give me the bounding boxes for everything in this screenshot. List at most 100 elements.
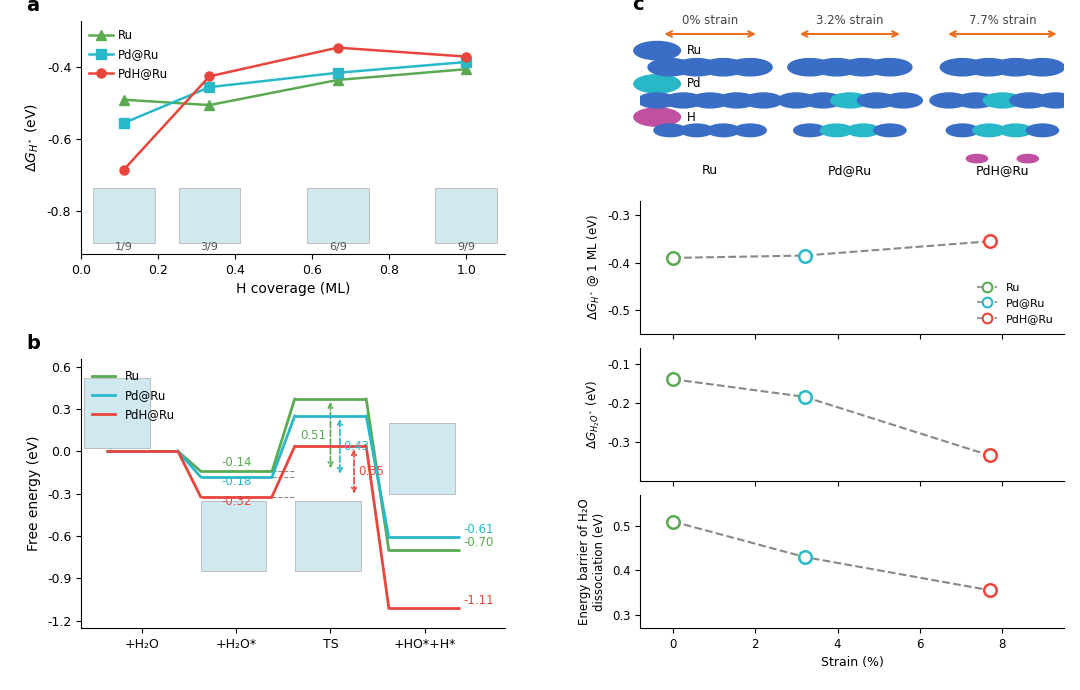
- Text: -0.32: -0.32: [221, 495, 252, 508]
- Ru: [203, 101, 216, 109]
- FancyBboxPatch shape: [307, 188, 368, 244]
- Y-axis label: $\Delta G_{H^*}$ (eV): $\Delta G_{H^*}$ (eV): [24, 103, 41, 172]
- Legend: Ru, Pd@Ru, PdH@Ru: Ru, Pd@Ru, PdH@Ru: [86, 27, 170, 82]
- Circle shape: [983, 93, 1022, 108]
- Circle shape: [680, 124, 713, 137]
- Circle shape: [778, 93, 815, 108]
- Circle shape: [994, 59, 1038, 76]
- X-axis label: Strain (%): Strain (%): [821, 656, 883, 669]
- Circle shape: [1026, 124, 1058, 137]
- Legend: Ru, Pd@Ru, PdH@Ru: Ru, Pd@Ru, PdH@Ru: [973, 278, 1058, 328]
- Circle shape: [1000, 124, 1031, 137]
- Circle shape: [841, 59, 886, 76]
- Text: -1.11: -1.11: [463, 594, 494, 607]
- Circle shape: [805, 93, 842, 108]
- PdH@Ru: [332, 43, 345, 52]
- Y-axis label: $\Delta G_{H^*}$ @ 1 ML (eV): $\Delta G_{H^*}$ @ 1 ML (eV): [585, 215, 602, 320]
- Line: PdH@Ru: PdH@Ru: [119, 43, 471, 175]
- Circle shape: [787, 59, 832, 76]
- Circle shape: [973, 124, 1005, 137]
- Ru: [460, 65, 473, 73]
- Circle shape: [691, 93, 729, 108]
- Circle shape: [1017, 155, 1038, 163]
- FancyBboxPatch shape: [93, 188, 154, 244]
- Circle shape: [718, 93, 756, 108]
- Text: -0.61: -0.61: [463, 523, 494, 536]
- Circle shape: [874, 124, 906, 137]
- Text: 0.35: 0.35: [357, 465, 383, 478]
- Circle shape: [675, 59, 719, 76]
- Text: 0.51: 0.51: [300, 428, 326, 442]
- Text: 0.43: 0.43: [343, 440, 369, 453]
- Circle shape: [957, 93, 995, 108]
- Text: b: b: [26, 334, 40, 353]
- Circle shape: [941, 59, 984, 76]
- Line: Pd@Ru: Pd@Ru: [119, 57, 471, 128]
- FancyBboxPatch shape: [435, 188, 497, 244]
- X-axis label: H coverage (ML): H coverage (ML): [235, 282, 350, 297]
- Text: 9/9: 9/9: [457, 242, 475, 253]
- Pd@Ru: [118, 119, 131, 127]
- Text: Pd: Pd: [687, 77, 701, 90]
- Circle shape: [707, 124, 740, 137]
- Text: Pd@Ru: Pd@Ru: [827, 164, 872, 177]
- PdH@Ru: [118, 166, 131, 174]
- Circle shape: [648, 59, 692, 76]
- Text: -0.14: -0.14: [221, 456, 252, 469]
- Pd@Ru: [332, 68, 345, 77]
- Text: 1/9: 1/9: [114, 242, 133, 253]
- Text: -0.18: -0.18: [221, 475, 252, 489]
- PdH@Ru: [460, 52, 473, 61]
- Legend: Ru, Pd@Ru, PdH@Ru: Ru, Pd@Ru, PdH@Ru: [86, 366, 179, 426]
- FancyBboxPatch shape: [201, 501, 267, 571]
- Circle shape: [728, 59, 772, 76]
- Circle shape: [701, 59, 745, 76]
- Circle shape: [1021, 59, 1065, 76]
- PdH@Ru: [203, 72, 216, 81]
- Y-axis label: Free energy (eV): Free energy (eV): [27, 436, 41, 551]
- Circle shape: [967, 59, 1011, 76]
- Circle shape: [821, 124, 852, 137]
- Text: 6/9: 6/9: [328, 242, 347, 253]
- Circle shape: [1037, 93, 1075, 108]
- Text: 0% strain: 0% strain: [681, 14, 739, 28]
- Circle shape: [634, 75, 680, 93]
- Circle shape: [814, 59, 859, 76]
- Circle shape: [831, 93, 869, 108]
- Circle shape: [664, 93, 702, 108]
- Circle shape: [946, 124, 978, 137]
- Text: 3.2% strain: 3.2% strain: [816, 14, 883, 28]
- Ru: [332, 76, 345, 84]
- Circle shape: [868, 59, 912, 76]
- Circle shape: [885, 93, 922, 108]
- Circle shape: [744, 93, 783, 108]
- Circle shape: [734, 124, 766, 137]
- Circle shape: [794, 124, 826, 137]
- Text: H: H: [687, 110, 696, 124]
- Circle shape: [858, 93, 895, 108]
- Line: Ru: Ru: [119, 65, 471, 110]
- Text: a: a: [26, 0, 39, 15]
- FancyBboxPatch shape: [295, 501, 361, 571]
- Ru: [118, 95, 131, 104]
- Pd@Ru: [460, 58, 473, 66]
- Text: Ru: Ru: [687, 44, 702, 57]
- FancyBboxPatch shape: [84, 378, 150, 448]
- Circle shape: [967, 155, 987, 163]
- Circle shape: [847, 124, 879, 137]
- Text: PdH@Ru: PdH@Ru: [975, 164, 1029, 177]
- Circle shape: [634, 108, 680, 126]
- Pd@Ru: [203, 83, 216, 91]
- Circle shape: [634, 41, 680, 60]
- Circle shape: [1010, 93, 1048, 108]
- Y-axis label: $\Delta G_{H_2O^*}$ (eV): $\Delta G_{H_2O^*}$ (eV): [584, 380, 602, 449]
- Circle shape: [637, 93, 676, 108]
- Text: 3/9: 3/9: [201, 242, 218, 253]
- Circle shape: [930, 93, 968, 108]
- FancyBboxPatch shape: [178, 188, 240, 244]
- Text: Ru: Ru: [702, 164, 718, 177]
- Text: 7.7% strain: 7.7% strain: [969, 14, 1036, 28]
- Text: -0.70: -0.70: [463, 536, 494, 549]
- Text: c: c: [632, 0, 644, 14]
- Circle shape: [654, 124, 686, 137]
